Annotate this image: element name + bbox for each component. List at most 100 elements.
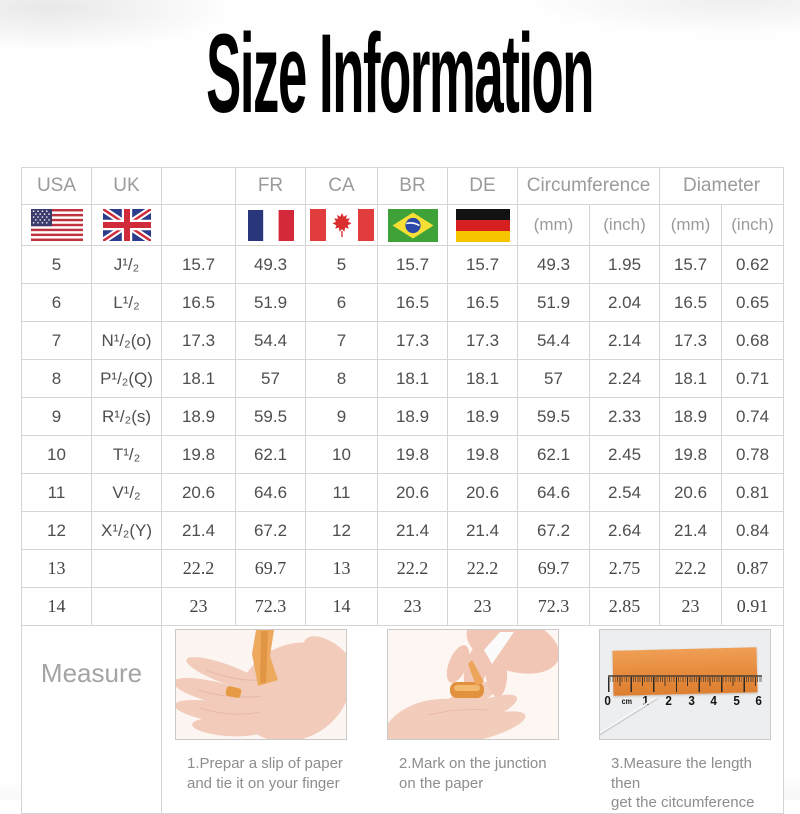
size-cell: 20.6 (447, 473, 518, 512)
col-header-blank (161, 167, 236, 205)
step2-caption-line1: 2.Mark on the junction (399, 755, 547, 772)
size-cell: 15.7 (377, 245, 448, 284)
size-cell: 51.9 (235, 283, 306, 322)
size-cell: 12 (21, 511, 92, 550)
size-cell: L¹/₂ (91, 283, 162, 322)
ruler-label: 5 (733, 693, 740, 708)
size-cell: 2.24 (588, 359, 661, 398)
size-cell: 18.1 (659, 359, 723, 398)
measure-step-2: 2.Mark on the junction on the paper (387, 629, 559, 793)
size-cell: 6 (305, 283, 378, 322)
size-cell: 15.7 (161, 245, 236, 284)
size-cell: 72.3 (517, 587, 590, 626)
size-cell: 62.1 (235, 435, 306, 474)
size-cell: 13 (305, 549, 378, 588)
size-cell: 67.2 (235, 511, 306, 550)
size-cell: 16.5 (377, 283, 448, 322)
unit-label-diameter-inch: (inch) (721, 204, 785, 246)
col-header-br: BR (377, 167, 448, 205)
size-cell: 13 (21, 549, 92, 588)
size-table-row: 6 L¹/₂ 16.5 51.9 6 16.5 16.5 51.9 2.04 16.5 0.65 (21, 283, 785, 322)
size-cell: 62.1 (517, 435, 590, 474)
size-cell: 0.68 (721, 321, 785, 360)
usa-flag-icon (21, 204, 92, 246)
size-cell: 19.8 (659, 435, 723, 474)
col-header-uk: UK (91, 167, 162, 205)
size-cell: 23 (659, 587, 723, 626)
step3-ruler-photo: 0 cm 1 2 3 4 5 6 (599, 629, 771, 740)
marking-paper-illustration (388, 630, 558, 739)
size-cell: 67.2 (517, 511, 590, 550)
size-cell: 18.1 (161, 359, 236, 398)
size-table-row: 7 N¹/₂(o) 17.3 54.4 7 17.3 17.3 54.4 2.14 17.3 0.6… (21, 321, 785, 360)
size-cell: 17.3 (659, 321, 723, 360)
size-cell: 8 (21, 359, 92, 398)
size-cell: 72.3 (235, 587, 306, 626)
size-cell: 20.6 (659, 473, 723, 512)
size-cell: 0.74 (721, 397, 785, 436)
size-cell: 0.91 (721, 587, 785, 626)
size-cell: 5 (305, 245, 378, 284)
ring-size-table: USA UK FR CA BR DE Circumference Diamete… (21, 167, 785, 814)
size-cell: 51.9 (517, 283, 590, 322)
step2-caption: 2.Mark on the junction on the paper (387, 754, 559, 793)
size-cell: 16.5 (659, 283, 723, 322)
measure-step-1: 1.Prepar a slip of paper and tie it on y… (175, 629, 347, 793)
ruler-label: 2 (665, 693, 672, 708)
size-cell: 2.04 (588, 283, 661, 322)
col-header-usa: USA (21, 167, 92, 205)
size-cell: 10 (305, 435, 378, 474)
size-cell: 18.9 (161, 397, 236, 436)
size-cell: 54.4 (517, 321, 590, 360)
size-table-row: 11 V¹/₂ 20.6 64.6 11 20.6 20.6 64.6 2.54 20.6 0.81 (21, 473, 785, 512)
step1-caption-line2: and tie it on your finger (187, 774, 340, 792)
size-cell: 16.5 (161, 283, 236, 322)
size-cell: 7 (21, 321, 92, 360)
size-cell: 23 (377, 587, 448, 626)
size-cell: 64.6 (517, 473, 590, 512)
size-cell: 2.45 (588, 435, 661, 474)
size-cell: 18.9 (447, 397, 518, 436)
size-cell: 21.4 (659, 511, 723, 550)
size-table-body: 5 J¹/₂ 15.7 49.3 5 15.7 15.7 49.3 1.95 15.7 0.62 6 L… (21, 245, 785, 626)
measure-steps: 1.Prepar a slip of paper and tie it on y… (163, 626, 783, 812)
size-cell: N¹/₂(o) (91, 321, 162, 360)
size-cell: 57 (517, 359, 590, 398)
size-cell: 0.65 (721, 283, 785, 322)
size-cell: 11 (21, 473, 92, 512)
size-cell (91, 587, 162, 626)
size-cell: 15.7 (659, 245, 723, 284)
ruler-label: cm (621, 697, 632, 706)
size-cell: 6 (21, 283, 92, 322)
size-cell: 19.8 (377, 435, 448, 474)
size-cell: T¹/₂ (91, 435, 162, 474)
size-cell: 2.75 (588, 549, 661, 588)
size-cell: 0.62 (721, 245, 785, 284)
size-cell: V¹/₂ (91, 473, 162, 512)
size-cell: 23 (447, 587, 518, 626)
ruler-label: 1 (642, 693, 649, 708)
size-cell: 2.85 (588, 587, 661, 626)
page-title: Size Information (0, 18, 788, 130)
page-title-text: Size Information (206, 11, 594, 136)
unit-label-diameter-mm: (mm) (659, 204, 723, 246)
empty-flag-cell (161, 204, 236, 246)
size-cell: 0.71 (721, 359, 785, 398)
size-cell: 57 (235, 359, 306, 398)
size-cell: 19.8 (447, 435, 518, 474)
size-table-row: 8 P¹/₂(Q) 18.1 57 8 18.1 18.1 57 2.24 18.1 0.71 (21, 359, 785, 398)
size-cell: 22.2 (447, 549, 518, 588)
size-cell: 54.4 (235, 321, 306, 360)
size-cell: P¹/₂(Q) (91, 359, 162, 398)
brazil-flag-icon (377, 204, 448, 246)
size-cell: 1.95 (588, 245, 661, 284)
size-cell: 14 (21, 587, 92, 626)
size-cell: 14 (305, 587, 378, 626)
step1-hand-photo (175, 629, 347, 740)
size-cell: 9 (21, 397, 92, 436)
size-cell: X¹/₂(Y) (91, 511, 162, 550)
size-table-row: 9 R¹/₂(s) 18.9 59.5 9 18.9 18.9 59.5 2.33 18.9 0.7… (21, 397, 785, 436)
measure-steps-cell: 1.Prepar a slip of paper and tie it on y… (160, 625, 785, 814)
size-cell: 10 (21, 435, 92, 474)
